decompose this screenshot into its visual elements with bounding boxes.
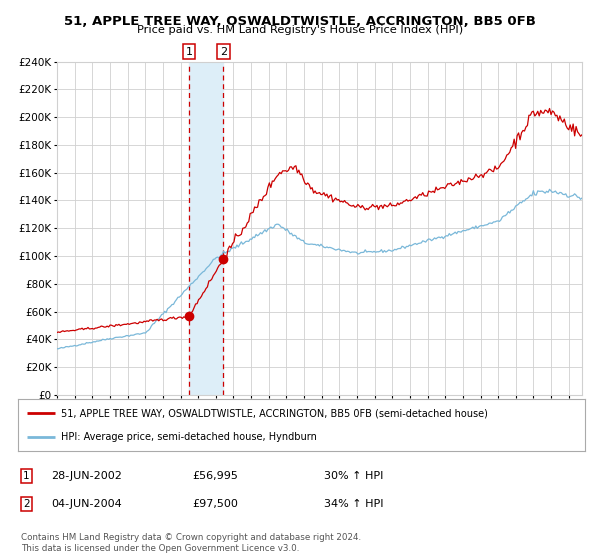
Text: 1: 1 bbox=[185, 46, 193, 57]
Text: 28-JUN-2002: 28-JUN-2002 bbox=[51, 471, 122, 481]
Text: HPI: Average price, semi-detached house, Hyndburn: HPI: Average price, semi-detached house,… bbox=[61, 432, 316, 442]
Text: 34% ↑ HPI: 34% ↑ HPI bbox=[324, 499, 383, 509]
Text: 04-JUN-2004: 04-JUN-2004 bbox=[51, 499, 122, 509]
Text: 2: 2 bbox=[220, 46, 227, 57]
Text: 30% ↑ HPI: 30% ↑ HPI bbox=[324, 471, 383, 481]
Bar bbox=[189, 62, 223, 395]
Text: £97,500: £97,500 bbox=[192, 499, 238, 509]
Text: £56,995: £56,995 bbox=[192, 471, 238, 481]
Text: Price paid vs. HM Land Registry's House Price Index (HPI): Price paid vs. HM Land Registry's House … bbox=[137, 25, 463, 35]
Text: Contains HM Land Registry data © Crown copyright and database right 2024.
This d: Contains HM Land Registry data © Crown c… bbox=[21, 533, 361, 553]
Text: 2: 2 bbox=[23, 499, 29, 509]
Text: 51, APPLE TREE WAY, OSWALDTWISTLE, ACCRINGTON, BB5 0FB: 51, APPLE TREE WAY, OSWALDTWISTLE, ACCRI… bbox=[64, 15, 536, 27]
Text: 1: 1 bbox=[23, 471, 29, 481]
Text: 51, APPLE TREE WAY, OSWALDTWISTLE, ACCRINGTON, BB5 0FB (semi-detached house): 51, APPLE TREE WAY, OSWALDTWISTLE, ACCRI… bbox=[61, 408, 487, 418]
